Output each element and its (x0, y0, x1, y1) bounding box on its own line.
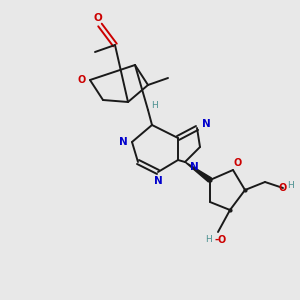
Text: H: H (205, 236, 212, 244)
Text: N: N (202, 119, 210, 129)
Text: N: N (118, 137, 127, 147)
Text: H: H (152, 100, 158, 109)
Text: O: O (94, 13, 102, 23)
Text: -O: -O (215, 235, 227, 245)
Text: N: N (190, 162, 198, 172)
Text: O: O (78, 75, 86, 85)
Text: H: H (288, 182, 294, 190)
Text: O: O (279, 183, 287, 193)
Text: N: N (154, 176, 162, 186)
Text: O: O (234, 158, 242, 168)
Polygon shape (185, 162, 212, 182)
